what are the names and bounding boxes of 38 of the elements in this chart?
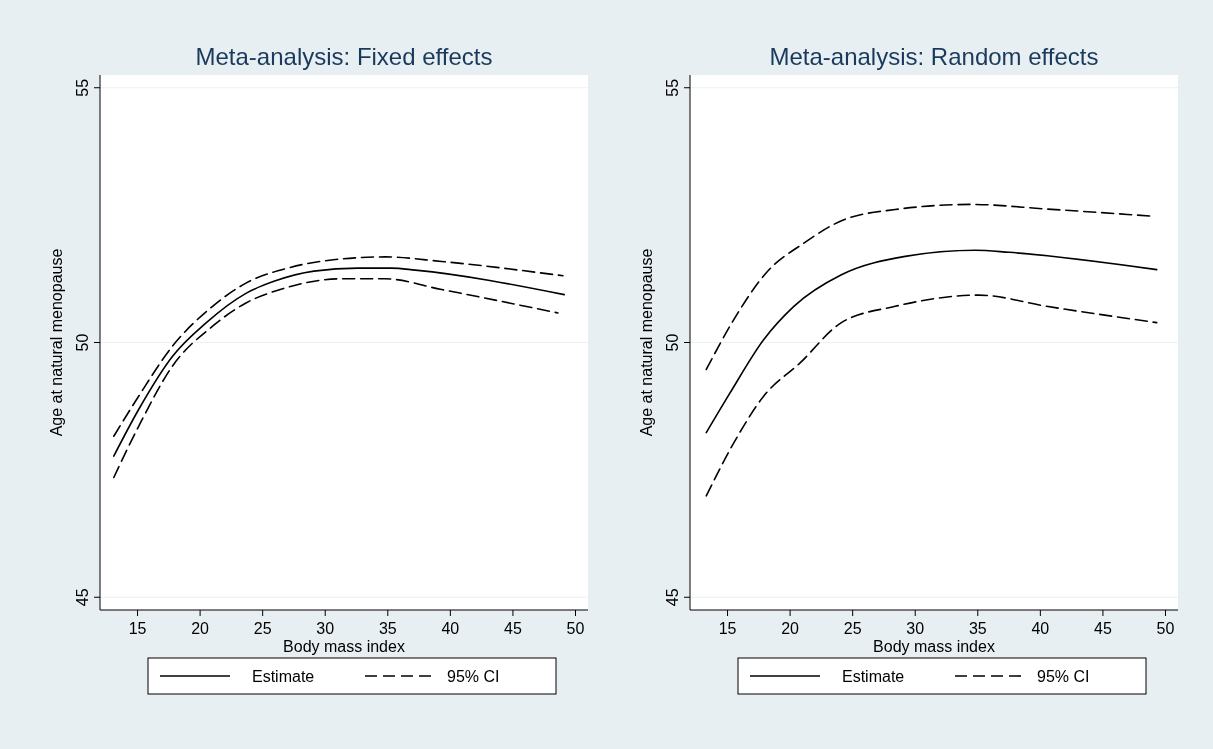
y-tick-label: 55 bbox=[664, 78, 681, 97]
x-tick-label: 40 bbox=[1031, 620, 1050, 637]
x-tick-label: 40 bbox=[441, 620, 460, 637]
x-tick-label: 15 bbox=[128, 620, 147, 637]
y-axis-title: Age at natural menopause bbox=[638, 248, 655, 437]
legend-label: Estimate bbox=[842, 668, 905, 685]
line-series bbox=[705, 203, 1153, 371]
x-axis-title: Body mass index bbox=[283, 638, 405, 655]
x-tick-label: 45 bbox=[504, 620, 522, 637]
legend-label: 95% CI bbox=[1037, 668, 1090, 685]
line-series bbox=[112, 256, 564, 438]
x-tick-label: 30 bbox=[906, 620, 925, 637]
line-series bbox=[705, 249, 1158, 434]
y-tick-label: 45 bbox=[74, 588, 91, 607]
x-tick-label: 25 bbox=[843, 620, 862, 637]
x-axis-title: Body mass index bbox=[873, 638, 995, 655]
x-tick-label: 45 bbox=[1094, 620, 1112, 637]
x-tick-label: 20 bbox=[191, 620, 210, 637]
chart-title: Meta-analysis: Fixed effects bbox=[195, 43, 493, 70]
x-tick-label: 30 bbox=[316, 620, 335, 637]
x-tick-label: 25 bbox=[253, 620, 272, 637]
line-series bbox=[112, 278, 559, 479]
line-series bbox=[112, 267, 566, 457]
y-tick-label: 50 bbox=[664, 333, 681, 352]
legend-label: 95% CI bbox=[447, 668, 500, 685]
y-tick-label: 45 bbox=[664, 588, 681, 607]
x-tick-label: 35 bbox=[378, 620, 397, 637]
line-series bbox=[705, 294, 1158, 497]
x-tick-label: 20 bbox=[781, 620, 800, 637]
y-axis-title: Age at natural menopause bbox=[48, 248, 65, 437]
chart-title: Meta-analysis: Random effects bbox=[769, 43, 1099, 70]
y-tick-label: 50 bbox=[74, 333, 91, 352]
y-tick-label: 55 bbox=[74, 78, 91, 97]
x-tick-label: 15 bbox=[718, 620, 737, 637]
legend-label: Estimate bbox=[252, 668, 315, 685]
x-tick-label: 50 bbox=[1156, 620, 1175, 637]
x-tick-label: 35 bbox=[968, 620, 987, 637]
x-tick-label: 50 bbox=[566, 620, 585, 637]
